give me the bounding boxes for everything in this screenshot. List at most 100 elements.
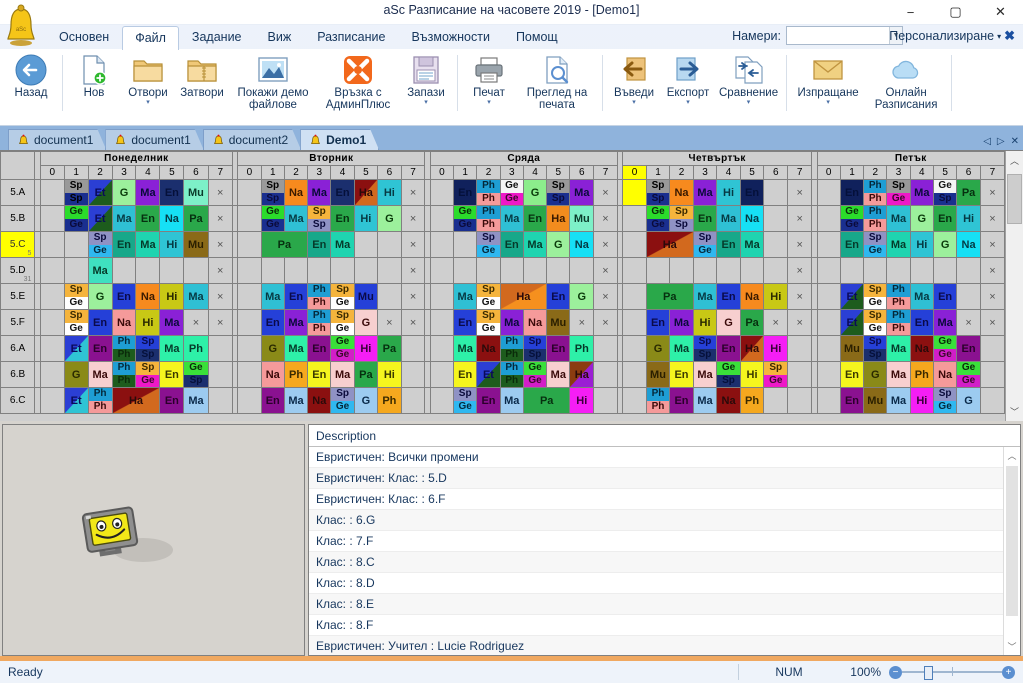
- timetable-cell-6-4-4[interactable]: Na: [909, 335, 934, 362]
- class-label-5-A[interactable]: 5.A: [0, 179, 36, 206]
- timetable-cell-0-0-1[interactable]: Sp Sp: [63, 179, 89, 206]
- zoom-slider[interactable]: − +: [881, 665, 1023, 680]
- timetable-cell-3-3-7[interactable]: ×: [787, 257, 813, 284]
- desc-scrollbar-thumb[interactable]: [1006, 466, 1018, 616]
- timetable-cell-8-1-1[interactable]: En: [260, 387, 285, 414]
- timetable-cell-3-4-4[interactable]: [909, 257, 934, 284]
- timetable-cell-7-2-6[interactable]: Ha: [569, 361, 595, 388]
- timetable-cell-7-4-6[interactable]: Ge Ge: [956, 361, 981, 388]
- timetable-cell-6-0-2[interactable]: En: [87, 335, 113, 362]
- send-button[interactable]: Изпращане ▾: [791, 52, 865, 107]
- timetable-cell-2-4-7[interactable]: ×: [979, 231, 1005, 258]
- menu-item-vazmojnosti[interactable]: Възможности: [411, 30, 490, 44]
- timetable-cell-2-0-7[interactable]: ×: [207, 231, 233, 258]
- timetable-cell-1-1-6[interactable]: G: [377, 205, 402, 232]
- menu-item-vij[interactable]: Виж: [267, 30, 292, 44]
- timetable-cell-2-2-4[interactable]: Ma: [522, 231, 548, 258]
- timetable-cell-4-3-5[interactable]: Na: [739, 283, 765, 310]
- timetable-cell-1-2-6[interactable]: Mu: [569, 205, 595, 232]
- timetable-cell-3-2-0[interactable]: [429, 257, 455, 284]
- timetable-cell-7-2-4[interactable]: Ge Ge: [522, 361, 548, 388]
- timetable-cell-8-3-2[interactable]: En: [669, 387, 694, 414]
- timetable-cell-7-0-0[interactable]: [39, 361, 65, 388]
- timetable-cell-6-2-3[interactable]: Ph Ph: [499, 335, 524, 362]
- tab-next-icon[interactable]: ▷: [996, 136, 1005, 147]
- timetable-cell-0-3-2[interactable]: Na: [669, 179, 694, 206]
- timetable-cell-4-2-0[interactable]: [429, 283, 455, 310]
- timetable-cell-5-2-4[interactable]: Na: [522, 309, 548, 336]
- timetable-cell-8-4-7[interactable]: [979, 387, 1005, 414]
- timetable-cell-4-1-5[interactable]: Mu: [353, 283, 379, 310]
- timetable-cell-8-2-6[interactable]: Hi: [569, 387, 595, 414]
- timetable-cell-7-0-4[interactable]: Sp Ge: [135, 361, 161, 388]
- timetable-cell-5-4-6[interactable]: ×: [956, 309, 981, 336]
- timetable-cell-8-3-5[interactable]: Ph: [739, 387, 765, 414]
- description-row[interactable]: Евристичен: Клас: : 6.F: [309, 489, 1003, 510]
- timetable-cell-2-4-0[interactable]: [816, 231, 841, 258]
- period-header-1-3[interactable]: 3: [307, 165, 332, 180]
- timetable-cell-3-1-5[interactable]: [353, 257, 379, 284]
- find-dropdown-chevron-down-icon[interactable]: ▼: [889, 27, 902, 44]
- timetable-cell-7-3-3[interactable]: Ma: [692, 361, 718, 388]
- period-header-4-6[interactable]: 6: [956, 165, 981, 180]
- import-chevron-down-icon[interactable]: ▾: [632, 99, 636, 106]
- timetable-cell-3-4-5[interactable]: [932, 257, 958, 284]
- timetable-cell-8-3-1[interactable]: Ph Ph: [645, 387, 671, 414]
- import-button[interactable]: Въведи ▾: [607, 52, 661, 107]
- class-label-6-B[interactable]: 6.B: [0, 361, 36, 388]
- timetable-cell-5-3-4[interactable]: G: [716, 309, 741, 336]
- timetable-cell-6-2-0[interactable]: [429, 335, 455, 362]
- timetable-cell-4-3-3[interactable]: Ma: [692, 283, 718, 310]
- timetable-cell-6-4-3[interactable]: Ma: [886, 335, 911, 362]
- timetable-cell-8-4-1[interactable]: En: [839, 387, 865, 414]
- close-doc-button[interactable]: Затвори: [175, 52, 229, 99]
- timetable-cell-7-4-2[interactable]: G: [863, 361, 888, 388]
- timetable-cell-6-3-0[interactable]: [622, 335, 647, 362]
- timetable-cell-1-0-5[interactable]: Na: [159, 205, 185, 232]
- period-header-2-0[interactable]: 0: [429, 165, 455, 180]
- description-row[interactable]: Клас: : 8.F: [309, 615, 1003, 636]
- compare-button[interactable]: Сравнение ▾: [715, 52, 782, 107]
- timetable-cell-5-4-1[interactable]: Et: [839, 309, 865, 336]
- timetable-cell-2-3-1[interactable]: Ha: [645, 231, 694, 258]
- timetable-cell-3-2-2[interactable]: [476, 257, 501, 284]
- timetable-cell-0-0-7[interactable]: ×: [207, 179, 233, 206]
- document-tab-demo1[interactable]: Demo1: [300, 129, 379, 150]
- timetable-cell-4-4-0[interactable]: [816, 283, 841, 310]
- timetable-cell-0-1-7[interactable]: ×: [400, 179, 426, 206]
- timetable-cell-1-3-7[interactable]: ×: [787, 205, 813, 232]
- period-header-4-1[interactable]: 1: [839, 165, 865, 180]
- timetable-cell-3-4-0[interactable]: [816, 257, 841, 284]
- period-header-2-1[interactable]: 1: [453, 165, 478, 180]
- timetable-cell-0-1-4[interactable]: En: [330, 179, 355, 206]
- menu-item-fail[interactable]: Файл: [122, 26, 179, 50]
- timetable-cell-1-2-4[interactable]: En: [522, 205, 548, 232]
- timetable-cell-4-2-7[interactable]: ×: [593, 283, 618, 310]
- timetable-cell-6-4-7[interactable]: [979, 335, 1005, 362]
- timetable-cell-4-0-0[interactable]: [39, 283, 65, 310]
- timetable-cell-8-2-1[interactable]: Sp Ge: [453, 387, 478, 414]
- timetable-cell-3-4-1[interactable]: [839, 257, 865, 284]
- timetable-cell-6-1-0[interactable]: [237, 335, 262, 362]
- timetable-cell-7-3-4[interactable]: Ge Sp: [716, 361, 741, 388]
- timetable-cell-0-4-2[interactable]: Ph Ph: [863, 179, 888, 206]
- timetable-cell-4-3-7[interactable]: ×: [787, 283, 813, 310]
- timetable-cell-7-0-7[interactable]: [207, 361, 233, 388]
- timetable-cell-6-1-6[interactable]: Pa: [377, 335, 402, 362]
- timetable-cell-6-3-5[interactable]: Ha: [739, 335, 765, 362]
- timetable-cell-2-1-0[interactable]: [237, 231, 262, 258]
- timetable-cell-1-0-3[interactable]: Ma: [111, 205, 137, 232]
- timetable-cell-8-4-3[interactable]: Ma: [886, 387, 911, 414]
- timetable-cell-5-3-7[interactable]: ×: [787, 309, 813, 336]
- period-header-3-2[interactable]: 2: [669, 165, 694, 180]
- timetable-cell-7-2-3[interactable]: Ph Ph: [499, 361, 524, 388]
- open-button[interactable]: Отвори ▾: [121, 52, 175, 107]
- timetable-cell-1-3-1[interactable]: Ge Ge: [645, 205, 671, 232]
- timetable-cell-3-3-3[interactable]: [692, 257, 718, 284]
- export-chevron-down-icon[interactable]: ▾: [686, 99, 690, 106]
- period-header-2-2[interactable]: 2: [476, 165, 501, 180]
- timetable-cell-5-2-7[interactable]: ×: [593, 309, 618, 336]
- timetable-cell-3-3-6[interactable]: [763, 257, 789, 284]
- document-tab-2[interactable]: document1: [105, 129, 203, 150]
- timetable-cell-4-3-0[interactable]: [622, 283, 647, 310]
